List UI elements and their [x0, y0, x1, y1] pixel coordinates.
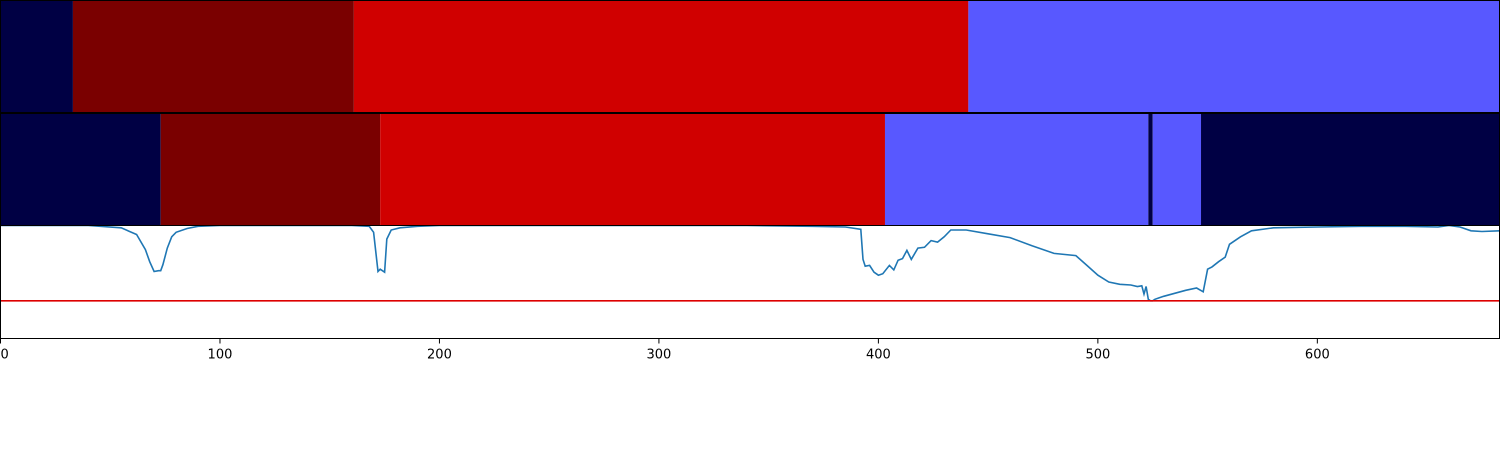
- middle-heatmap-segment-5: [1152, 113, 1202, 226]
- x-tick-label-0: 0: [1, 348, 9, 363]
- line-panel-frame: [0, 225, 1500, 339]
- x-tick-label-3: 300: [647, 348, 672, 363]
- line-series-0: [0, 225, 1500, 302]
- middle-heatmap-segment-3: [884, 113, 1149, 226]
- top-heatmap-panel: [0, 0, 1500, 113]
- top-heatmap-segment-0: [0, 0, 73, 113]
- middle-heatmap-segment-1: [160, 113, 381, 226]
- middle-heatmap-segment-4: [1148, 113, 1153, 226]
- x-tick-label-5: 500: [1085, 348, 1110, 363]
- top-heatmap-segment-2: [353, 0, 969, 113]
- middle-heatmap-panel: [0, 113, 1500, 226]
- middle-heatmap-segment-6: [1201, 113, 1500, 226]
- x-tick-label-6: 600: [1305, 348, 1330, 363]
- x-tick-label-2: 200: [427, 348, 452, 363]
- middle-heatmap-segment-0: [0, 113, 161, 226]
- x-axis: 0 100 200 300 400 500 600: [0, 338, 1330, 363]
- top-heatmap-segment-1: [72, 0, 354, 113]
- line-plot-panel: [0, 225, 1500, 339]
- middle-heatmap-segment-2: [380, 113, 885, 226]
- x-tick-label-1: 100: [208, 348, 233, 363]
- top-heatmap-segment-3: [968, 0, 1500, 113]
- x-tick-label-4: 400: [866, 348, 891, 363]
